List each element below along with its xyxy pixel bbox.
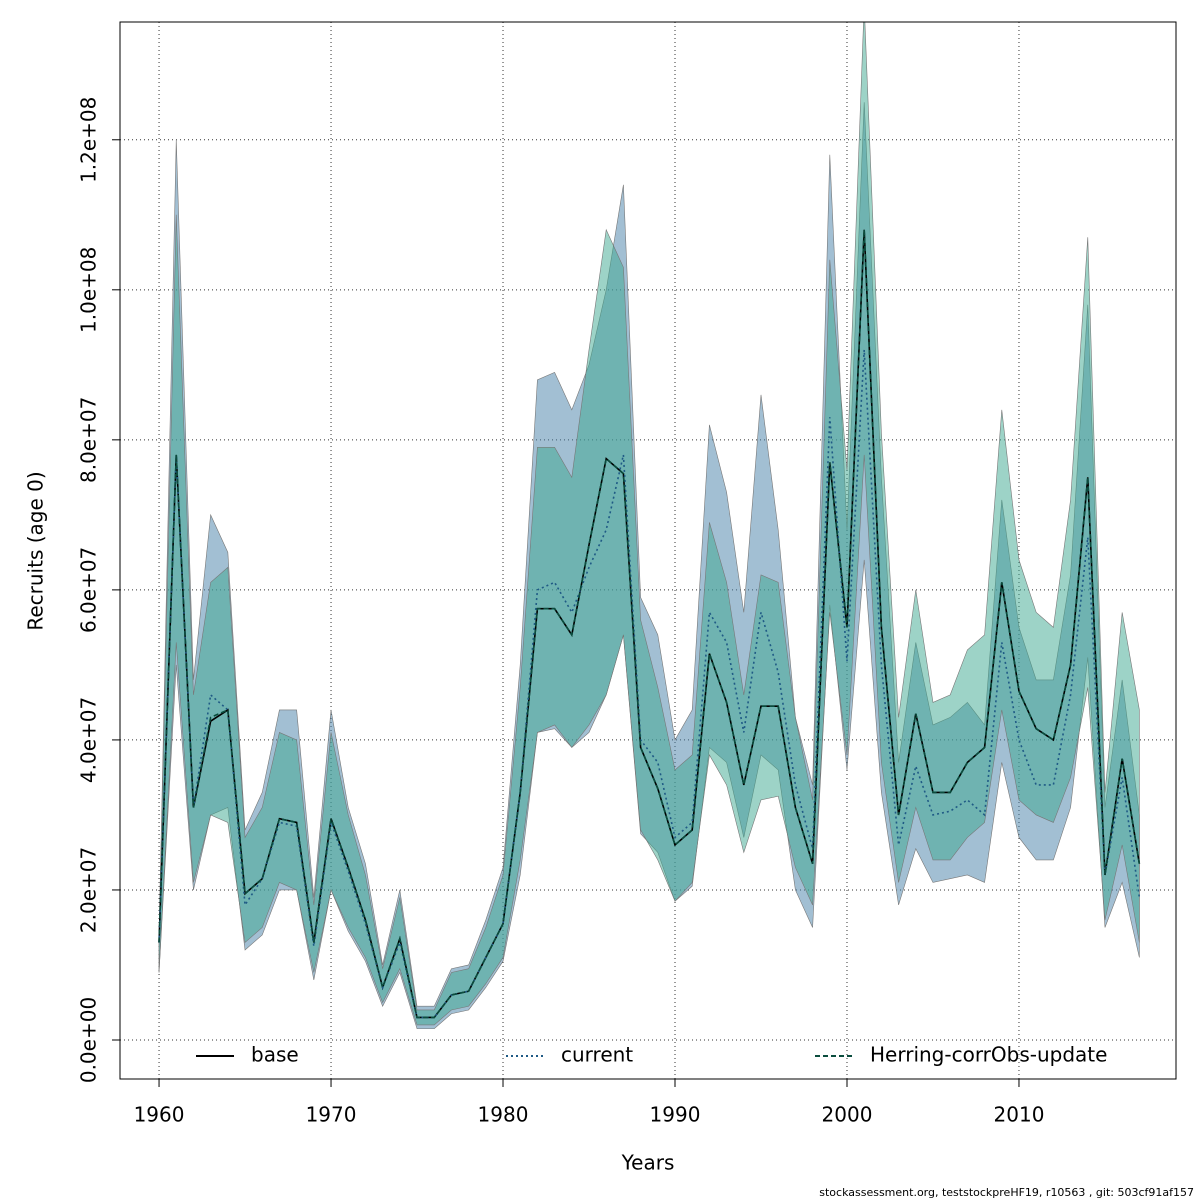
plot-area: [120, 22, 1176, 1079]
x-tick-label: 1970: [306, 1103, 357, 1127]
y-tick-label: 6.0e+07: [77, 547, 101, 633]
series-line: [158, 229, 1141, 1019]
y-tick-label: 8.0e+07: [77, 397, 101, 483]
confidence-band: [158, 22, 1140, 1026]
y-axis-label: Recruits (age 0): [24, 471, 48, 630]
y-tick-label: 4.0e+07: [77, 697, 101, 783]
x-tick-label: 2010: [994, 1103, 1045, 1127]
series-line: [158, 349, 1141, 1019]
y-tick-label: 1.0e+08: [77, 247, 101, 333]
y-tick-label: 1.2e+08: [77, 97, 101, 183]
x-tick-label: 1960: [134, 1103, 185, 1127]
y-tick-label: 2.0e+07: [77, 847, 101, 933]
x-tick-label: 1980: [478, 1103, 529, 1127]
legend-label: base: [251, 1043, 299, 1067]
legend-label: Herring-corrObs-update: [870, 1043, 1107, 1067]
footnote: stockassessment.org, teststockpreHF19, r…: [819, 1186, 1194, 1199]
x-tick-label: 2000: [822, 1103, 873, 1127]
x-axis-label: Years: [621, 1151, 675, 1175]
x-tick-label: 1990: [650, 1103, 701, 1127]
legend-label: current: [561, 1043, 633, 1067]
y-tick-label: 0.0e+00: [77, 997, 101, 1083]
plot-frame: [119, 21, 1177, 1080]
